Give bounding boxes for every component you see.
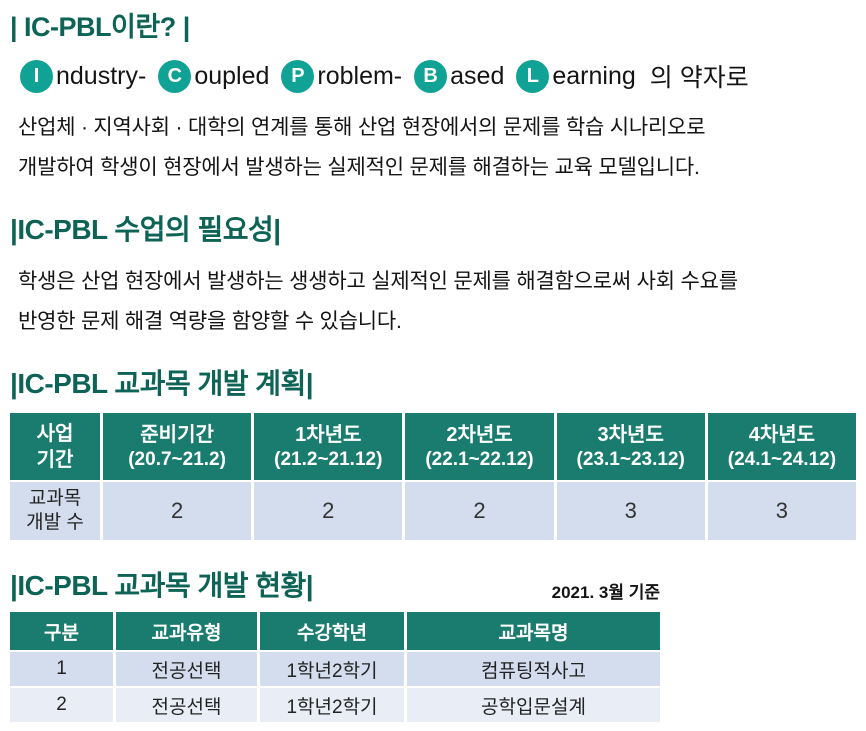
header-line: (22.1~22.12) [425,448,534,470]
section-title-what-is: | IC-PBL이란? | [10,12,190,42]
acronym-part-industry: I ndustry- [20,59,147,93]
status-cell: 2 [10,688,113,722]
plan-value-year4: 3 [707,482,856,540]
plan-value-year3: 3 [556,482,705,540]
necessity-description: 학생은 산업 현장에서 발생하는 생생하고 실제적인 문제를 해결함으로써 사회… [18,262,856,342]
letter-badge-p: P [281,59,315,93]
header-line: 사업 [36,422,74,445]
acronym-word: ased [450,61,505,90]
header-line: 2차년도 [446,423,513,446]
plan-value-year2: 2 [405,482,554,540]
plan-header-year4: 4차년도 (24.1~24.12) [707,413,856,480]
status-header-grade: 수강학년 [260,612,404,650]
header-line: 기간 [36,448,74,471]
plan-row-label: 교과목 개발 수 [10,482,100,540]
header-line: 3차년도 [597,423,664,446]
plan-header-year2: 2차년도 (22.1~22.12) [405,413,554,480]
status-cell: 컴퓨팅적사고 [407,652,660,686]
acronym-word: ndustry- [56,61,147,90]
acronym-line: I ndustry- C oupled P roblem- B ased L e… [20,58,856,94]
header-line: (24.1~24.12) [727,448,837,470]
acronym-part-coupled: C oupled [158,59,270,93]
row-label-line: 개발 수 [26,512,84,533]
status-cell: 1학년2학기 [260,652,404,686]
status-header-no: 구분 [10,612,113,650]
header-line: 1차년도 [295,423,362,446]
letter-badge-c: C [158,59,192,93]
letter-badge-i: I [20,59,53,93]
letter-badge-b: B [414,59,448,93]
what-is-description: 산업체 · 지역사회 · 대학의 연계를 통해 산업 현장에서의 문제를 학습 … [18,108,856,188]
plan-value-year1: 2 [254,482,403,540]
plan-header-year1: 1차년도 (21.2~21.12) [254,413,403,480]
plan-header-year3: 3차년도 (23.1~23.12) [556,413,705,480]
header-line: 4차년도 [748,423,816,446]
acronym-part-based: B ased [414,59,505,93]
status-section-header: |IC-PBL 교과목 개발 현황| 2021. 3월 기준 [10,568,660,604]
status-table: 구분 교과유형 수강학년 교과목명 1 전공선택 1학년2학기 컴퓨팅적사고 2… [10,612,660,722]
description-line-1: 산업체 · 지역사회 · 대학의 연계를 통해 산업 현장에서의 문제를 학습 … [18,116,706,139]
acronym-part-problem: P roblem- [281,59,403,93]
status-cell: 전공선택 [116,688,257,722]
header-line: (21.2~21.12) [274,448,383,470]
header-line: (23.1~23.12) [576,448,685,470]
plan-header-period: 사업 기간 [10,413,100,480]
plan-header-prep: 준비기간 (20.7~21.2) [103,413,252,480]
section-title-necessity: |IC-PBL 수업의 필요성| [10,214,281,245]
acronym-word: earning [552,61,636,90]
status-header-course-name: 교과목명 [407,612,660,650]
description-line-2: 개발하여 학생이 현장에서 발생하는 실제적인 문제를 해결하는 교육 모델입니… [18,156,700,179]
status-cell: 전공선택 [116,652,257,686]
status-cell: 1학년2학기 [260,688,404,722]
acronym-part-learning: L earning [516,59,636,93]
acronym-suffix: 의 약자로 [649,64,749,92]
acronym-word: roblem- [317,61,403,90]
status-cell: 공학입문설계 [407,688,660,722]
status-cell: 1 [10,652,113,686]
status-header-course-type: 교과유형 [116,612,257,650]
header-line: (20.7~21.2) [128,448,226,470]
as-of-date: 2021. 3월 기준 [551,583,660,602]
plan-table: 사업 기간 준비기간 (20.7~21.2) 1차년도 (21.2~21.12)… [10,413,856,540]
description-line-2: 반영한 문제 해결 역량을 함양할 수 있습니다. [18,310,402,333]
plan-value-prep: 2 [103,482,252,540]
description-line-1: 학생은 산업 현장에서 발생하는 생생하고 실제적인 문제를 해결함으로써 사회… [18,270,738,293]
section-title-plan: |IC-PBL 교과목 개발 계획| [10,368,314,399]
acronym-word: oupled [194,61,270,90]
letter-badge-l: L [516,59,550,93]
section-title-status: |IC-PBL 교과목 개발 현황| [10,570,314,601]
header-line: 준비기간 [140,423,214,446]
row-label-line: 교과목 [28,488,82,509]
